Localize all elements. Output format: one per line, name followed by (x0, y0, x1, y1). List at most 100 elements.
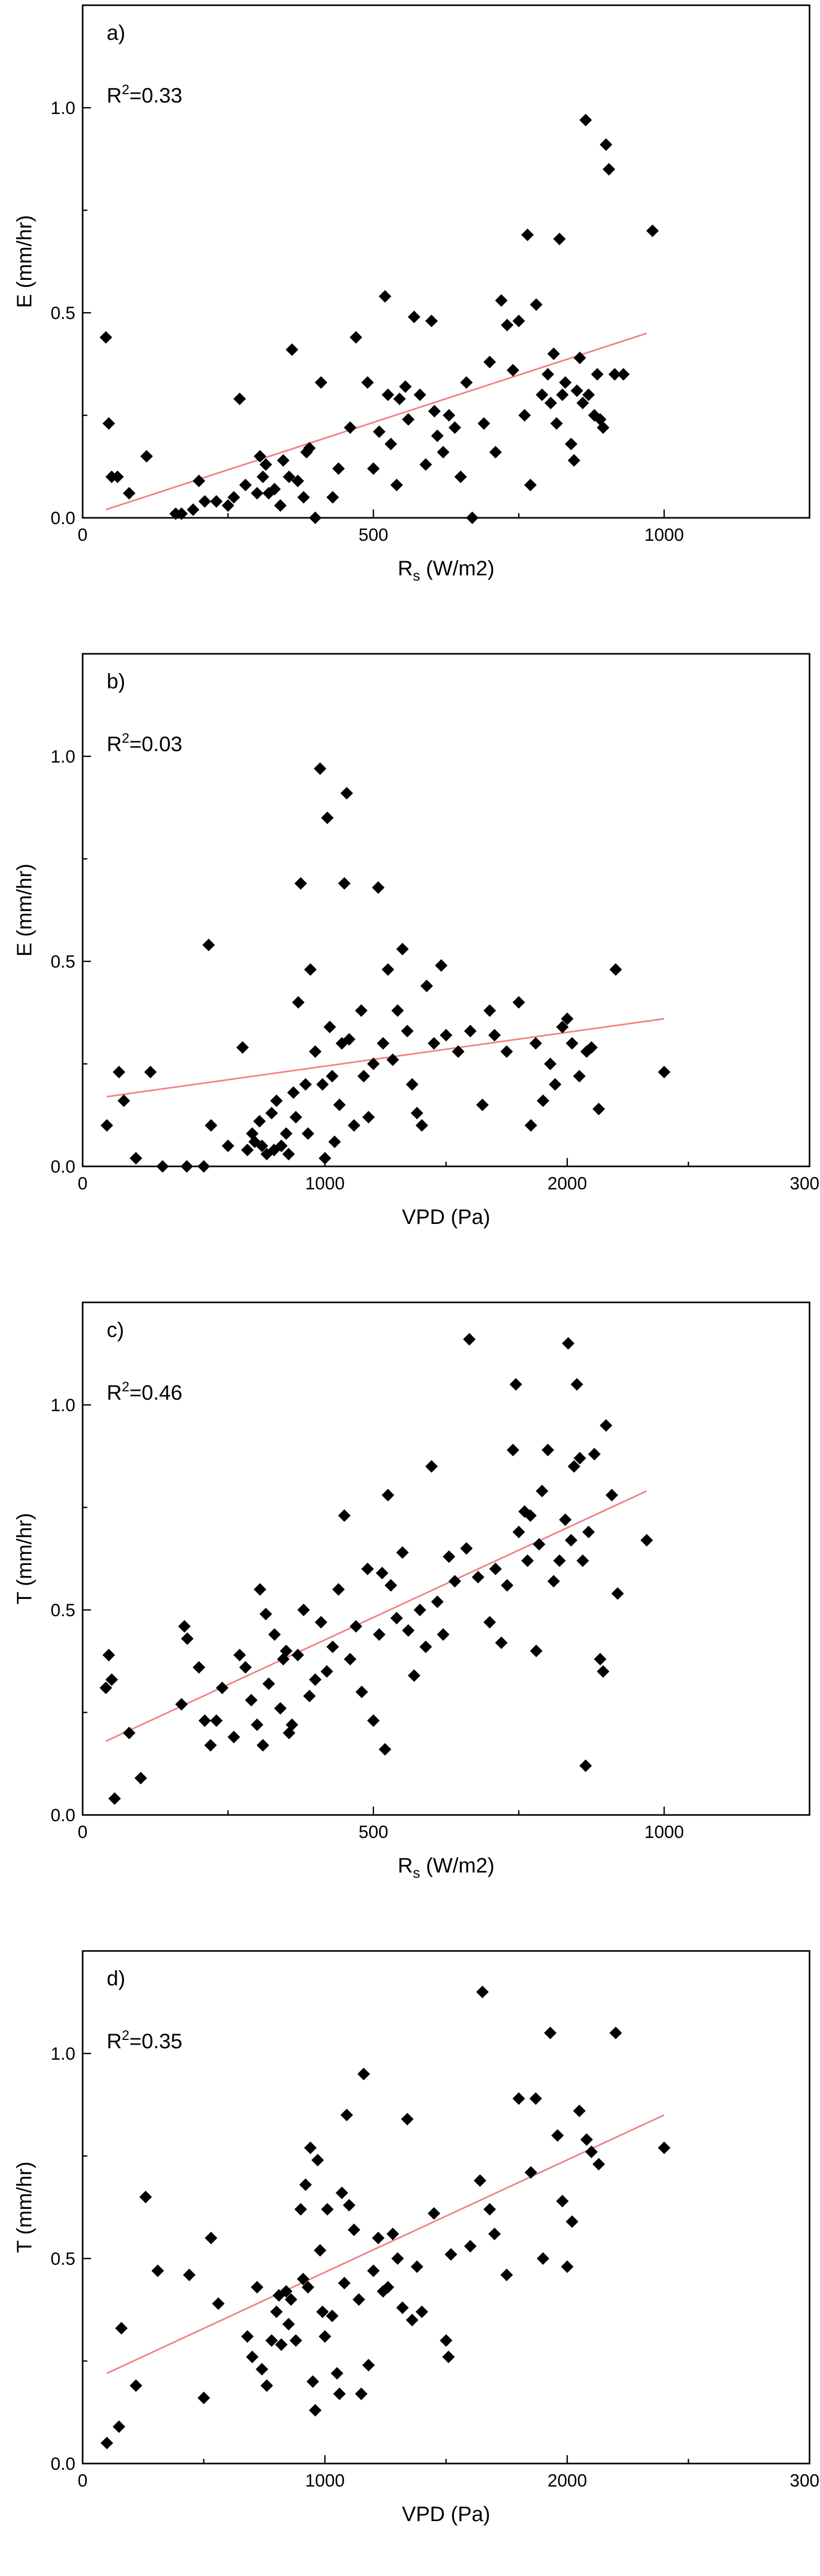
data-point (576, 396, 589, 410)
data-point (144, 1065, 157, 1079)
data-point (489, 1562, 502, 1575)
data-point (270, 2305, 283, 2318)
panel-label: a) (107, 21, 126, 44)
data-point (198, 495, 211, 508)
data-point (524, 479, 537, 492)
x-tick-label: 0 (78, 1174, 88, 1194)
x-tick-label: 2000 (548, 1174, 587, 1194)
data-point (521, 1554, 534, 1567)
data-point (466, 512, 479, 524)
data-point (431, 429, 444, 442)
data-point (431, 1595, 444, 1608)
data-point (454, 470, 467, 483)
data-point (250, 486, 264, 500)
data-point (379, 290, 392, 303)
data-point (646, 224, 659, 237)
data-point (100, 2436, 113, 2449)
data-point (286, 1718, 299, 1731)
data-point (464, 1025, 477, 1038)
data-point (255, 1139, 268, 1152)
data-point (362, 2358, 375, 2371)
data-point (294, 877, 307, 890)
regression-line (107, 1018, 665, 1098)
data-point (326, 1070, 339, 1083)
data-point (340, 787, 354, 800)
data-point (239, 479, 252, 492)
data-point (419, 458, 432, 471)
data-point (318, 1152, 332, 1165)
data-point (286, 343, 299, 356)
data-point (349, 331, 362, 344)
data-point (309, 2404, 322, 2417)
data-point (344, 1653, 357, 1666)
data-point (297, 2273, 310, 2286)
data-point (210, 1714, 223, 1727)
data-point (367, 2264, 380, 2277)
data-point (579, 1759, 592, 1772)
data-point (599, 138, 612, 151)
data-point (427, 1037, 440, 1050)
data-point (537, 2252, 550, 2265)
data-point (512, 1526, 525, 1539)
data-point (112, 1065, 126, 1079)
data-point (239, 1661, 252, 1674)
data-point (415, 2305, 428, 2318)
data-point (275, 1139, 288, 1152)
data-point (379, 1743, 392, 1756)
data-point (372, 2231, 385, 2244)
data-point (287, 1086, 300, 1099)
data-point (530, 298, 543, 311)
data-point (175, 507, 188, 520)
data-point (115, 2322, 128, 2335)
data-point (265, 1107, 278, 1120)
data-point (250, 2280, 264, 2294)
data-point (292, 996, 305, 1009)
data-point (343, 1032, 356, 1046)
data-point (373, 425, 386, 438)
data-point (338, 2277, 351, 2290)
data-point (280, 2285, 293, 2298)
data-point (265, 2334, 278, 2347)
data-point (559, 1513, 572, 1526)
data-point (227, 1731, 241, 1744)
data-point (437, 446, 450, 459)
data-point (489, 446, 502, 459)
data-point (401, 1025, 414, 1038)
data-point (105, 1673, 118, 1686)
data-point (340, 2108, 354, 2121)
data-point (411, 1107, 424, 1120)
data-point (573, 1070, 586, 1083)
data-point (99, 331, 112, 344)
data-point (233, 1649, 246, 1662)
data-point (396, 2301, 409, 2314)
data-point (384, 437, 397, 450)
data-point (309, 1673, 322, 1686)
data-point (333, 1098, 346, 1111)
data-point (536, 388, 549, 401)
x-tick-label: 0 (78, 1822, 88, 1842)
data-point (318, 2330, 332, 2343)
data-point (270, 1094, 283, 1107)
y-axis-label: E (mm/hr) (13, 864, 36, 957)
data-point (180, 1160, 193, 1173)
data-point (435, 959, 448, 972)
data-point (274, 499, 287, 512)
data-point (477, 417, 491, 430)
data-point (512, 996, 525, 1009)
data-point (204, 2231, 218, 2244)
data-point (309, 512, 322, 524)
y-tick-label: 0.0 (51, 508, 75, 528)
x-tick-label: 1000 (305, 2471, 345, 2491)
panel-label: b) (107, 670, 126, 693)
data-point (344, 421, 357, 434)
data-point (396, 1546, 409, 1559)
data-point (440, 1029, 452, 1042)
data-point (306, 2375, 320, 2388)
panel-label: d) (107, 1967, 126, 1990)
data-point (413, 388, 426, 401)
y-tick-label: 0.0 (51, 2454, 75, 2474)
data-point (289, 1110, 302, 1124)
data-point (284, 2293, 298, 2306)
data-point (386, 1053, 400, 1066)
